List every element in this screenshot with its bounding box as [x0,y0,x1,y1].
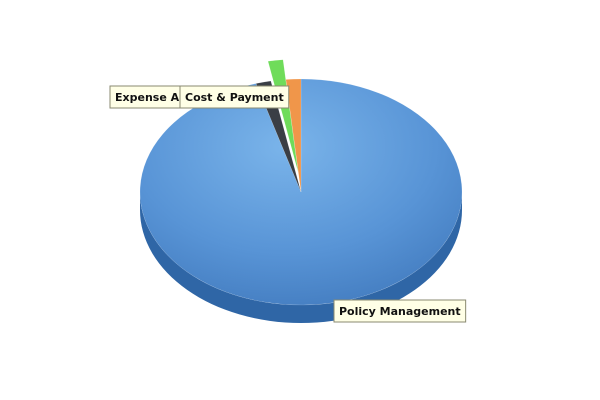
slice-label-3: Cost & Payment [179,85,290,109]
pie-depth [140,192,462,323]
slice-label-text: Policy Management [339,305,461,318]
slice-label-text: Expense Ap [115,91,187,104]
slice-label-box [179,85,290,109]
slice-label-0: Policy Management [333,299,467,323]
pie-slice-side-0 [140,192,462,323]
pie-slice-3[interactable] [285,78,302,193]
pie-slice-1[interactable] [255,80,302,193]
pie-slice-0[interactable] [139,78,463,306]
pie-tops [139,59,463,306]
slice-label-text: Cost & Payment [185,91,284,104]
slice-label-box [333,299,467,323]
